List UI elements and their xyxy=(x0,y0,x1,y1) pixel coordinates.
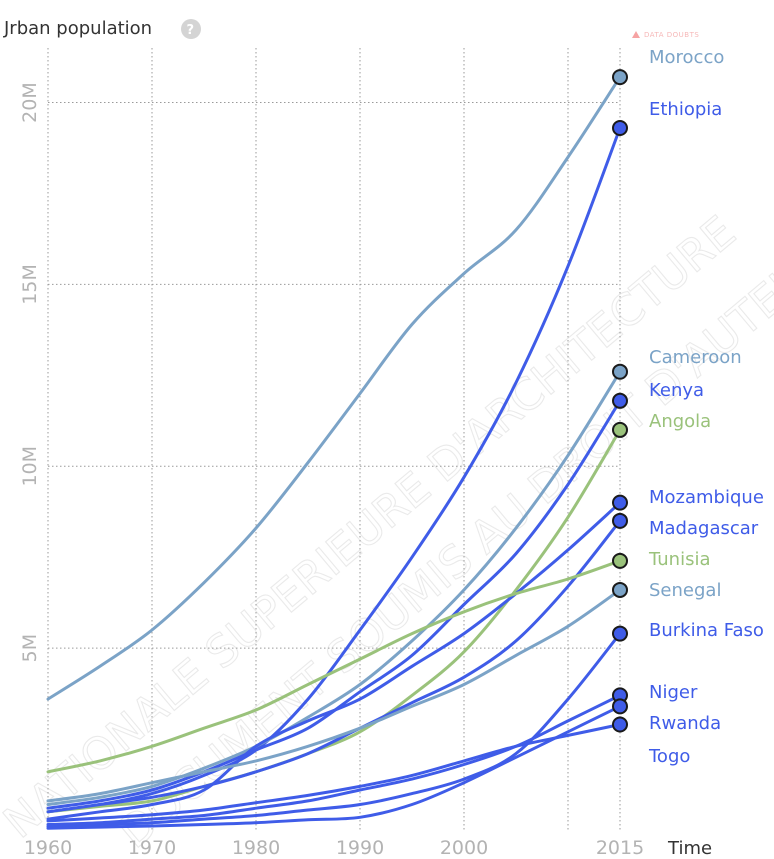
x-tick-label: 2015 xyxy=(596,837,644,859)
series-labels: Morocco Ethiopia Cameroon Kenya Angola Mozamb… xyxy=(648,47,764,767)
y-axis-label: Jrban population xyxy=(3,18,152,39)
end-dot-rwanda[interactable] xyxy=(612,698,628,715)
end-dot-togo[interactable] xyxy=(612,716,628,733)
series-label-madagascar[interactable]: Madagascar xyxy=(649,518,759,539)
end-dot-morocco[interactable] xyxy=(612,69,628,86)
end-dot-burkina-faso[interactable] xyxy=(612,625,628,642)
series-lines xyxy=(46,75,622,830)
end-dot-kenya[interactable] xyxy=(612,392,628,409)
x-tick-label: 1980 xyxy=(232,837,280,859)
x-tick-label: 2000 xyxy=(440,837,488,859)
x-tick-label: 1970 xyxy=(128,837,176,859)
series-label-tunisia[interactable]: Tunisia xyxy=(648,549,711,570)
series-line-madagascar[interactable] xyxy=(46,519,622,814)
series-label-burkina-faso[interactable]: Burkina Faso xyxy=(649,620,764,641)
series-label-togo[interactable]: Togo xyxy=(648,746,690,767)
series-label-rwanda[interactable]: Rwanda xyxy=(649,713,721,734)
series-label-cameroon[interactable]: Cameroon xyxy=(649,347,742,368)
y-tick-label: 15M xyxy=(19,264,41,305)
x-tick-label: 1960 xyxy=(24,837,72,859)
series-label-mozambique[interactable]: Mozambique xyxy=(649,487,764,508)
y-tick-label: 10M xyxy=(19,446,41,487)
series-label-senegal[interactable]: Senegal xyxy=(649,580,721,601)
x-tick-label: 1990 xyxy=(336,837,384,859)
x-axis-ticks: 1960 1970 1980 1990 2000 2015 xyxy=(24,837,644,859)
warning-icon xyxy=(632,31,640,38)
series-line-morocco[interactable] xyxy=(46,75,622,701)
grid xyxy=(47,48,621,830)
series-end-dots xyxy=(612,69,628,733)
series-line-rwanda[interactable] xyxy=(46,704,622,830)
end-dot-mozambique[interactable] xyxy=(612,494,628,511)
end-dot-ethiopia[interactable] xyxy=(612,120,628,137)
svg-text:?: ? xyxy=(187,23,195,38)
end-dot-angola[interactable] xyxy=(612,421,628,438)
series-label-niger[interactable]: Niger xyxy=(649,682,698,703)
series-line-kenya[interactable] xyxy=(46,399,622,810)
series-line-tunisia[interactable] xyxy=(46,559,622,774)
watermark-line-1: NATIONALE SUPERIEURE D'ARCHITECTURE xyxy=(0,206,746,848)
series-line-senegal[interactable] xyxy=(46,588,622,803)
series-line-ethiopia[interactable] xyxy=(46,126,622,814)
series-line-cameroon[interactable] xyxy=(46,370,622,806)
y-tick-label: 5M xyxy=(19,634,41,662)
end-dot-madagascar[interactable] xyxy=(612,512,628,529)
data-doubts-warning[interactable]: DATA DOUBTS xyxy=(632,31,699,39)
series-label-angola[interactable]: Angola xyxy=(649,411,711,432)
series-line-angola[interactable] xyxy=(46,428,622,814)
x-axis-label: Time xyxy=(667,838,712,859)
series-label-kenya[interactable]: Kenya xyxy=(649,380,704,401)
series-line-mozambique[interactable] xyxy=(46,501,622,821)
series-label-morocco[interactable]: Morocco xyxy=(649,47,724,68)
end-dot-cameroon[interactable] xyxy=(612,363,628,380)
data-doubts-text: DATA DOUBTS xyxy=(644,31,699,39)
end-dot-senegal[interactable] xyxy=(612,581,628,598)
series-line-togo[interactable] xyxy=(46,723,622,823)
y-tick-label: 20M xyxy=(19,82,41,123)
help-icon[interactable]: ? xyxy=(181,19,201,39)
series-label-ethiopia[interactable]: Ethiopia xyxy=(649,99,722,120)
end-dot-tunisia[interactable] xyxy=(612,552,628,569)
y-axis-ticks: 5M 10M 15M 20M xyxy=(19,82,41,662)
